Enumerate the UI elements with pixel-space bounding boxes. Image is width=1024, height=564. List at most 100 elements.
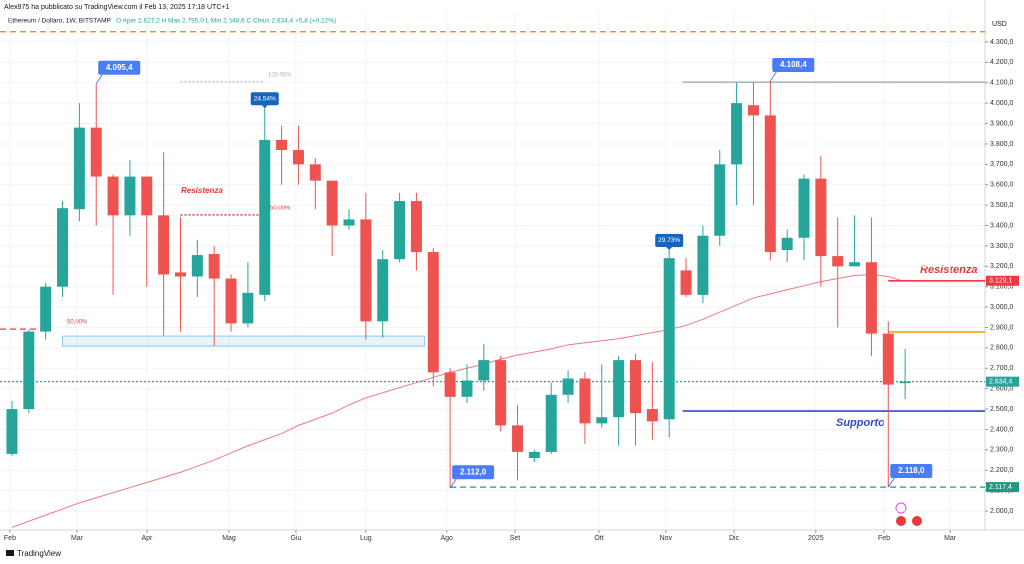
candle-body: [326, 180, 338, 226]
annotation: Resistenza: [181, 186, 223, 195]
candle-body: [377, 259, 389, 322]
annotation: 50,00%: [270, 206, 291, 212]
candle-body: [562, 378, 574, 395]
candle-body: [495, 360, 507, 426]
callout-box: [98, 60, 141, 75]
candle-body: [174, 272, 186, 277]
candle-body: [40, 286, 52, 332]
x-tick-label: Ott: [594, 535, 603, 542]
candle-body: [23, 331, 35, 410]
y-tick-label: 3.300,0: [990, 243, 1013, 250]
candle-body: [579, 378, 591, 424]
candle-body: [731, 103, 743, 165]
candle-body: [899, 381, 911, 384]
candle-body: [849, 262, 861, 267]
y-tick-label: 3.700,0: [990, 161, 1013, 168]
x-tick-label: Dic: [729, 535, 740, 542]
candle-body: [343, 219, 355, 226]
x-tick-label: Apr: [141, 535, 153, 542]
x-tick-label: Feb: [878, 535, 890, 542]
price-tag: [986, 482, 1019, 493]
y-tick-label: 2.200,0: [990, 467, 1013, 474]
candle-body: [781, 237, 793, 250]
price-tag: [986, 275, 1019, 286]
candle-body: [714, 164, 726, 236]
candle-body: [427, 252, 439, 373]
candle-body: [107, 176, 119, 216]
callout-pointer: [449, 478, 457, 489]
candle-body: [528, 451, 540, 459]
x-tick-label: Mar: [71, 535, 84, 542]
candle-body: [663, 258, 675, 420]
y-tick-label: 2.400,0: [990, 426, 1013, 433]
callout-label: 2.112,0: [460, 467, 487, 476]
callout-box: [452, 465, 495, 480]
x-tick-label: Mar: [944, 535, 957, 542]
price-tag-label: 3.129,1: [989, 278, 1012, 285]
candle-body: [276, 139, 288, 151]
x-tick-label: 2025: [808, 535, 824, 542]
zone: [62, 335, 426, 347]
y-tick-label: 3.600,0: [990, 182, 1013, 189]
annotation: Resistenza: [920, 264, 977, 276]
candle-body: [309, 164, 321, 181]
annotation: 100,00%: [268, 73, 292, 79]
pct-label: 29.73%: [658, 237, 680, 244]
candle-body: [697, 235, 709, 295]
y-tick-label: 3.200,0: [990, 263, 1013, 270]
candle-body: [158, 215, 170, 275]
callout-box: [772, 58, 815, 73]
candle-body: [798, 178, 810, 238]
candle-body: [292, 150, 304, 165]
candle-body: [259, 139, 271, 295]
x-tick-label: Lug: [360, 535, 372, 542]
pct-label: 24.54%: [254, 95, 276, 102]
candle-body: [444, 372, 456, 397]
y-tick-label: 4.100,0: [990, 80, 1013, 87]
candle-body: [394, 201, 406, 260]
candle-body: [832, 256, 844, 267]
y-tick-label: 3.000,0: [990, 304, 1013, 311]
symbol-title: Ethereum / Dollaro, 1W, BITSTAMP: [8, 18, 111, 25]
candle-body: [596, 417, 608, 424]
y-tick-label: 4.000,0: [990, 100, 1013, 107]
pct-pointer: [666, 246, 673, 250]
y-tick-label: 3.900,0: [990, 120, 1013, 127]
annotation: Supporto: [836, 417, 885, 429]
candle-body: [410, 201, 422, 253]
callout-label: 4.095,4: [106, 63, 133, 72]
price-tag-label: 2.634,4: [989, 378, 1012, 385]
candle-body: [461, 380, 473, 397]
candle-body: [764, 115, 776, 253]
y-tick-label: 3.100,0: [990, 284, 1013, 291]
candle-body: [242, 292, 254, 324]
candle-body: [545, 394, 557, 452]
candle-body: [882, 333, 894, 385]
candle-body: [6, 409, 18, 454]
x-tick-label: Set: [510, 535, 521, 542]
x-tick-label: Mag: [222, 535, 236, 542]
candle-body: [680, 270, 692, 295]
y-tick-label: 2.300,0: [990, 447, 1013, 454]
x-tick-label: Nov: [660, 535, 673, 542]
candle-body: [646, 409, 658, 422]
candle-body: [57, 208, 69, 287]
candle-body: [90, 127, 102, 177]
y-tick-label: 2.800,0: [990, 345, 1013, 352]
y-tick-label: 2.500,0: [990, 406, 1013, 413]
y-tick-label: 2.600,0: [990, 386, 1013, 393]
y-tick-label: 3.500,0: [990, 202, 1013, 209]
y-tick-label: 4.300,0: [990, 39, 1013, 46]
y-tick-label: 2.900,0: [990, 324, 1013, 331]
x-tick-label: Ago: [441, 535, 454, 542]
footer: TradingView: [17, 549, 61, 558]
ohlc-line: O Aper 2.627,2 H Max 2.795,0 L Min 2.548…: [116, 18, 336, 25]
callout-label: 4.108,4: [780, 60, 807, 69]
x-tick-label: Feb: [4, 535, 16, 542]
callout-box: [890, 463, 933, 478]
logo: [6, 550, 14, 556]
plot: [0, 12, 985, 530]
candle-body: [225, 278, 237, 324]
y-unit: USD: [992, 21, 1007, 28]
